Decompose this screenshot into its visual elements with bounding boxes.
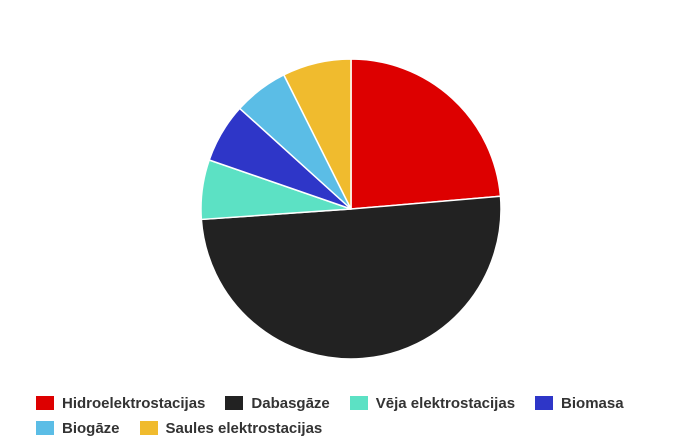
legend-item-2[interactable]: Vēja elektrostacijas	[349, 393, 516, 413]
legend-swatch	[36, 421, 54, 435]
legend-label: Biomasa	[561, 394, 624, 412]
legend-label: Hidroelektrostacijas	[62, 394, 206, 412]
pie-slice-1[interactable]	[200, 195, 502, 360]
legend-swatch	[139, 421, 158, 435]
legend-label: Vēja elektrostacijas	[375, 394, 516, 412]
legend-item-3[interactable]: Biomasa	[535, 393, 624, 413]
pie-slice-0[interactable]	[350, 58, 502, 210]
legend-label: Biogāze	[62, 419, 120, 437]
legend-item-5[interactable]: Saules elektrostacijas	[139, 418, 323, 438]
legend: Hidroelektrostacijas Dabasgāze Vēja elektr…	[36, 393, 686, 438]
legend-swatch	[225, 396, 244, 410]
legend-item-0[interactable]: Hidroelektrostacijas	[36, 393, 205, 413]
pie-svg	[200, 58, 502, 360]
legend-item-4[interactable]: Biogāze	[36, 418, 120, 438]
pie-slice-5[interactable]	[283, 58, 352, 210]
legend-item-1[interactable]: Dabasgāze	[225, 393, 330, 413]
legend-swatch	[349, 396, 368, 410]
legend-label: Dabasgāze	[251, 394, 330, 412]
legend-label: Saules elektrostacijas	[165, 419, 323, 437]
pie-chart	[200, 58, 502, 360]
legend-swatch	[535, 396, 554, 410]
legend-swatch	[36, 396, 54, 410]
